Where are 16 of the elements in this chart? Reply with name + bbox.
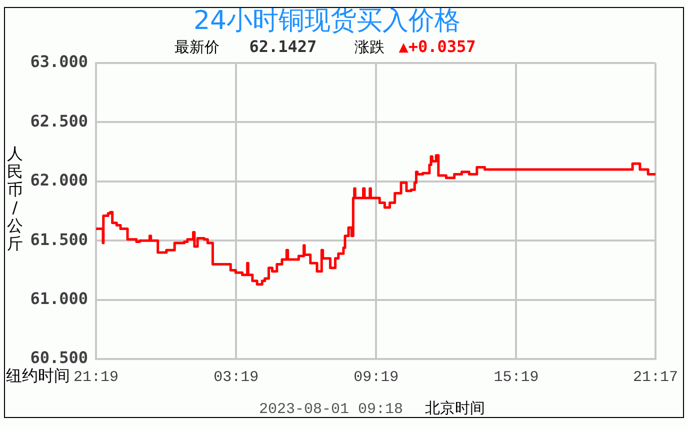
- y-tick-label: 60.500: [30, 348, 88, 368]
- x-tick-label: 21:17: [632, 368, 678, 386]
- x-tick-label: 09:19: [354, 368, 399, 386]
- text: 2023-08-01 09:18 北京时间: [258, 399, 486, 418]
- x-tick-label: 03:19: [214, 368, 259, 386]
- y-tick-label: 62.000: [30, 170, 88, 190]
- x-tick-label: 15:19: [494, 368, 539, 386]
- y-tick-label: 61.000: [30, 288, 88, 308]
- y-tick-label: 62.500: [30, 111, 88, 130]
- y-tick-label: 61.500: [30, 230, 88, 249]
- y-tick-label: 63.000: [30, 52, 88, 72]
- y-axis-title: 人民币/公斤: [6, 144, 24, 253]
- chart-title: 24小时铜现货买入价格: [192, 6, 462, 36]
- text: 最新价 62.1427 涨跌 ▲+0.0357: [174, 37, 476, 56]
- x-tick-label: 21:19: [73, 368, 119, 386]
- text: 纽约时间: [6, 366, 70, 386]
